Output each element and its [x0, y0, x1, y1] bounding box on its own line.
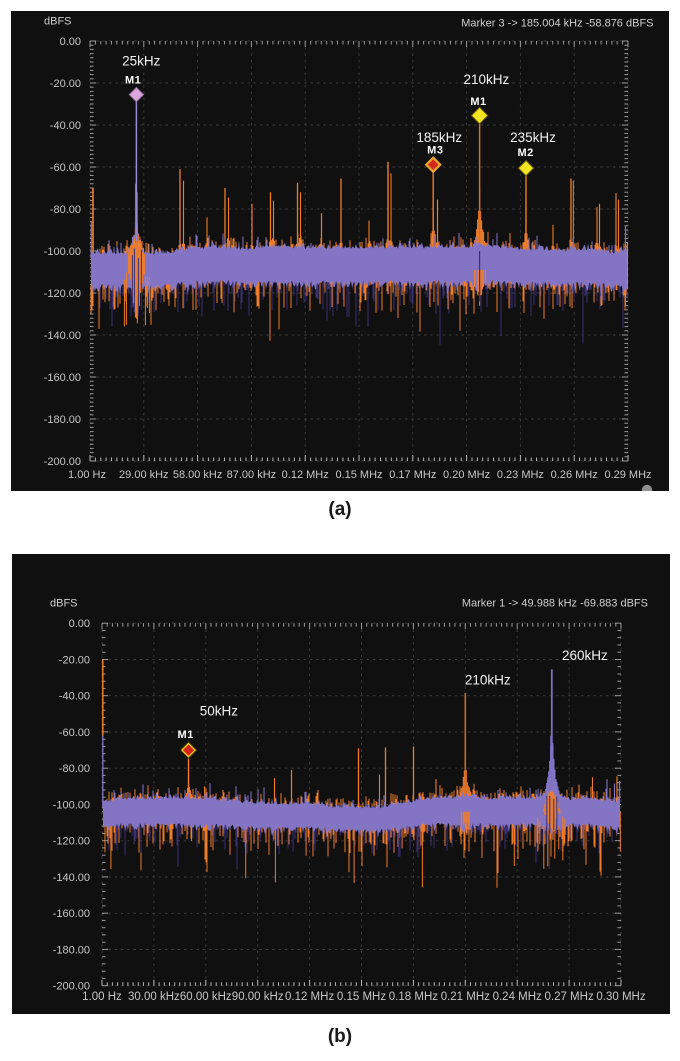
svg-text:210kHz: 210kHz [465, 672, 511, 687]
svg-text:-100.00: -100.00 [53, 799, 90, 811]
svg-text:0.29 MHz: 0.29 MHz [604, 469, 651, 481]
svg-text:M1: M1 [125, 75, 141, 87]
svg-text:0.12 MHz: 0.12 MHz [282, 469, 329, 481]
svg-text:30.00 kHz: 30.00 kHz [128, 991, 180, 1003]
svg-text:Marker 1 -> 49.988 kHz -69.883: Marker 1 -> 49.988 kHz -69.883 dBFS [462, 597, 648, 609]
svg-text:-40.00: -40.00 [59, 691, 90, 703]
svg-text:210kHz: 210kHz [464, 72, 510, 87]
svg-text:-140.00: -140.00 [44, 330, 81, 342]
svg-text:185kHz: 185kHz [416, 130, 462, 145]
svg-text:60.00 kHz: 60.00 kHz [180, 991, 232, 1003]
svg-text:dBFS: dBFS [44, 16, 72, 28]
svg-text:M1: M1 [178, 729, 194, 741]
svg-text:0.17 MHz: 0.17 MHz [389, 469, 436, 481]
svg-text:50kHz: 50kHz [200, 704, 239, 719]
svg-text:-160.00: -160.00 [53, 908, 90, 920]
svg-text:-180.00: -180.00 [53, 944, 90, 956]
svg-text:0.30 MHz: 0.30 MHz [596, 991, 645, 1003]
svg-text:25kHz: 25kHz [122, 54, 161, 69]
svg-text:-80.00: -80.00 [50, 204, 81, 216]
svg-text:M1: M1 [470, 96, 486, 108]
svg-text:29.00 kHz: 29.00 kHz [119, 469, 169, 481]
svg-text:0.15 MHz: 0.15 MHz [337, 991, 386, 1003]
svg-text:0.00: 0.00 [69, 618, 90, 630]
svg-text:-60.00: -60.00 [59, 727, 90, 739]
svg-text:Marker 3 -> 185.004 kHz -58.87: Marker 3 -> 185.004 kHz -58.876 dBFS [461, 18, 653, 30]
svg-text:0.18 MHz: 0.18 MHz [389, 991, 438, 1003]
svg-text:-20.00: -20.00 [59, 654, 90, 666]
svg-text:-40.00: -40.00 [50, 120, 81, 132]
svg-text:-120.00: -120.00 [53, 836, 90, 848]
svg-text:0.26 MHz: 0.26 MHz [551, 469, 598, 481]
svg-text:0.00: 0.00 [60, 36, 81, 48]
svg-text:1.00 Hz: 1.00 Hz [82, 991, 122, 1003]
svg-text:260kHz: 260kHz [562, 648, 608, 663]
svg-text:0.27 MHz: 0.27 MHz [544, 991, 593, 1003]
svg-text:58.00 kHz: 58.00 kHz [173, 469, 223, 481]
svg-text:0.12 MHz: 0.12 MHz [285, 991, 334, 1003]
svg-text:0.24 MHz: 0.24 MHz [493, 991, 542, 1003]
svg-text:0.15 MHz: 0.15 MHz [335, 469, 382, 481]
svg-text:0.20 MHz: 0.20 MHz [443, 469, 490, 481]
svg-text:dBFS: dBFS [50, 597, 78, 609]
svg-text:-160.00: -160.00 [44, 372, 81, 384]
svg-text:-180.00: -180.00 [44, 414, 81, 426]
svg-text:-200.00: -200.00 [44, 456, 81, 468]
svg-text:-140.00: -140.00 [53, 872, 90, 884]
svg-text:-20.00: -20.00 [50, 78, 81, 90]
svg-text:M2: M2 [517, 147, 533, 159]
svg-text:1.00 Hz: 1.00 Hz [68, 469, 106, 481]
svg-text:0.21 MHz: 0.21 MHz [441, 991, 490, 1003]
svg-text:M3: M3 [427, 145, 443, 157]
svg-text:90.00 kHz: 90.00 kHz [232, 991, 284, 1003]
svg-text:87.00 kHz: 87.00 kHz [227, 469, 277, 481]
svg-text:-100.00: -100.00 [44, 246, 81, 258]
svg-text:-60.00: -60.00 [50, 162, 81, 174]
svg-text:235kHz: 235kHz [510, 130, 556, 145]
svg-text:-120.00: -120.00 [44, 288, 81, 300]
svg-text:0.23 MHz: 0.23 MHz [497, 469, 544, 481]
svg-text:-200.00: -200.00 [53, 981, 90, 993]
svg-text:-80.00: -80.00 [59, 763, 90, 775]
